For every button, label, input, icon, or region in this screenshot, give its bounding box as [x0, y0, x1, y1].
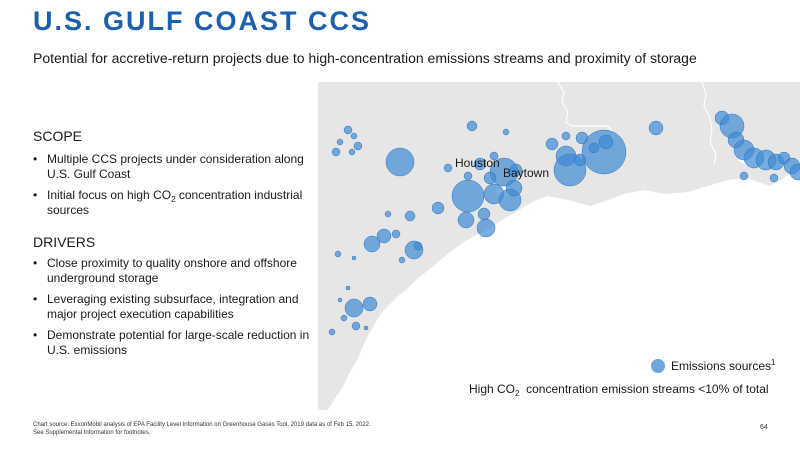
drivers-heading: DRIVERS: [33, 234, 96, 250]
emission-source-dot: [343, 125, 353, 135]
page-title: U.S. GULF COAST CCS: [33, 6, 372, 36]
emission-source-dot: [769, 173, 779, 183]
emission-source-dot: [344, 298, 364, 318]
emission-source-dot: [509, 163, 523, 177]
emission-source-dot: [376, 228, 392, 244]
scope-bullet-text: Multiple CCS projects under consideratio…: [47, 152, 304, 181]
city-label-baytown: Baytown: [503, 166, 550, 180]
drivers-list: Close proximity to quality onshore and o…: [33, 256, 313, 364]
drivers-bullet: Leveraging existing subsurface, integrat…: [33, 292, 313, 322]
emission-source-dot: [648, 120, 664, 136]
page-subtitle: Potential for accretive-return projects …: [33, 50, 697, 66]
scope-bullet-text: concentration industrial sources: [47, 188, 303, 217]
supplemental-note: See Supplemental Information for footnot…: [33, 430, 151, 436]
gulf-coast-map: Houston Baytown: [318, 81, 800, 410]
subscript-2: 2: [515, 389, 520, 398]
emission-source-dot: [502, 128, 510, 136]
drivers-bullet: Close proximity to quality onshore and o…: [33, 256, 313, 286]
emission-source-dot: [476, 218, 496, 238]
emission-source-dot: [545, 137, 559, 151]
scope-bullet: Initial focus on high CO2 concentration …: [33, 188, 313, 218]
subscript-2: 2: [171, 195, 176, 204]
emission-source-dot: [391, 229, 401, 239]
page-number: 64: [760, 424, 768, 431]
emission-source-dot: [336, 138, 344, 146]
scope-heading: SCOPE: [33, 128, 83, 144]
scope-bullet: Multiple CCS projects under consideratio…: [33, 152, 313, 182]
land-shape: [318, 82, 800, 410]
emission-source-dot: [739, 171, 749, 181]
map-svg: [318, 81, 800, 410]
emission-source-dot: [351, 321, 361, 331]
emission-source-dot: [473, 157, 487, 171]
scope-bullet-text: Initial focus on high CO: [47, 188, 172, 202]
drivers-bullet: Demonstrate potential for large-scale re…: [33, 328, 313, 358]
emission-source-dot: [363, 235, 381, 253]
legend: Emissions sources1: [651, 359, 775, 373]
legend-label: Emissions sources1: [671, 358, 776, 374]
emission-source-dot: [477, 207, 491, 221]
emission-source-dot: [385, 147, 415, 177]
emission-source-dot: [334, 250, 342, 258]
emission-source-dot: [466, 120, 478, 132]
emission-source-dot: [443, 163, 453, 173]
emission-source-dot: [340, 314, 348, 322]
emission-source-dot: [353, 141, 363, 151]
emission-source-dot: [384, 210, 392, 218]
legend-note-text: concentration emission streams <10% of t…: [519, 382, 769, 396]
source-footnote: Chart source: ExxonMobil analysis of EPA…: [33, 421, 433, 437]
emission-source-dot: [337, 297, 343, 303]
emission-source-dot: [789, 163, 800, 181]
emission-source-dot: [351, 255, 357, 261]
footnote-marker: 1: [771, 358, 776, 367]
emission-source-dot: [345, 285, 351, 291]
emission-source-dot: [363, 325, 369, 331]
emission-source-dot: [457, 211, 475, 229]
emission-source-dot: [350, 132, 358, 140]
legend-note-text: High CO: [469, 382, 516, 396]
emission-source-dot: [404, 210, 416, 222]
emission-source-dot: [581, 129, 627, 175]
emission-source-dot: [505, 179, 523, 197]
emission-source-dot: [398, 256, 406, 264]
emission-source-dot: [561, 131, 571, 141]
emission-source-dot: [598, 134, 614, 150]
emission-sources-layer: [328, 110, 800, 336]
emission-source-dot: [348, 148, 356, 156]
state-border-line: [701, 81, 717, 165]
legend-label-text: Emissions sources: [671, 359, 772, 373]
emission-source-dot: [328, 328, 336, 336]
city-label-houston: Houston: [455, 156, 500, 170]
emission-source-swatch: [651, 359, 665, 373]
emission-source-dot: [362, 296, 378, 312]
chart-source: Chart source: ExxonMobil analysis of EPA…: [33, 422, 371, 428]
emission-source-dot: [451, 179, 485, 213]
legend-note: High CO2 concentration emission streams …: [469, 382, 769, 398]
emission-source-dot: [588, 142, 600, 154]
emission-source-dot: [331, 147, 341, 157]
emission-source-dot: [489, 151, 499, 161]
emission-source-dot: [483, 171, 497, 185]
emission-source-dot: [463, 171, 473, 181]
emission-source-dot: [413, 241, 423, 251]
emission-source-dot: [431, 201, 445, 215]
scope-list: Multiple CCS projects under consideratio…: [33, 152, 313, 224]
